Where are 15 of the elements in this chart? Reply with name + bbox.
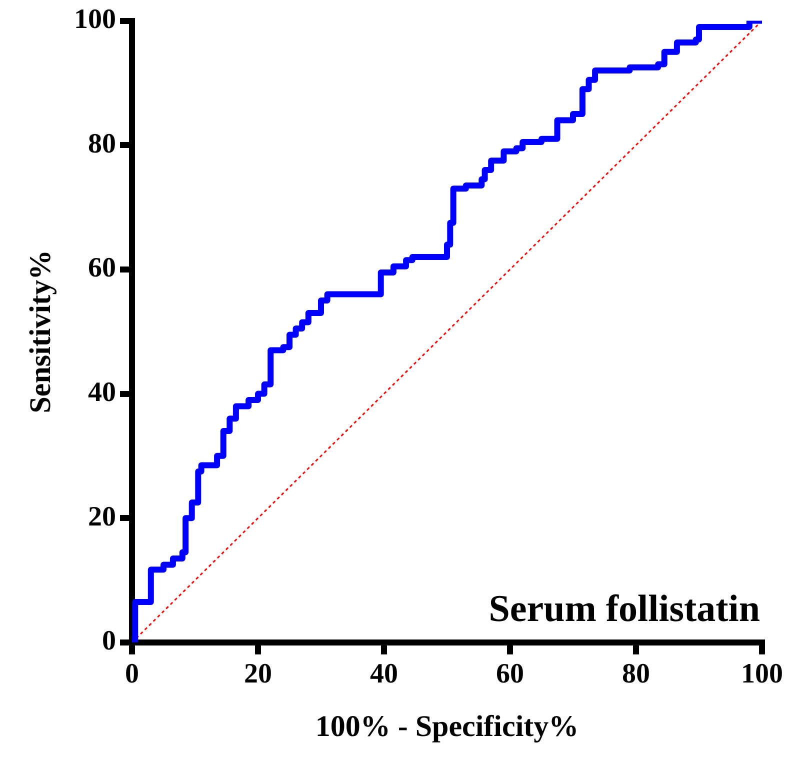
y-tick-label: 20 xyxy=(88,501,116,532)
y-axis-title: Sensitivity% xyxy=(24,250,57,414)
x-tick-label: 20 xyxy=(244,658,272,690)
x-axis-title: 100% - Specificity% xyxy=(315,710,579,743)
x-tick-label: 60 xyxy=(496,658,524,690)
x-tick-label: 0 xyxy=(125,658,139,690)
x-tick-label: 40 xyxy=(370,658,398,690)
x-tick-label: 80 xyxy=(622,658,650,690)
y-tick-label: 100 xyxy=(74,4,116,36)
y-tick-label: 40 xyxy=(88,376,116,408)
annotation: Serum follistatin xyxy=(488,588,760,630)
y-tick-label: 80 xyxy=(88,128,116,160)
x-tick-label: 100 xyxy=(741,658,783,690)
y-tick-label: 0 xyxy=(102,626,116,657)
y-tick-label: 60 xyxy=(88,252,116,284)
